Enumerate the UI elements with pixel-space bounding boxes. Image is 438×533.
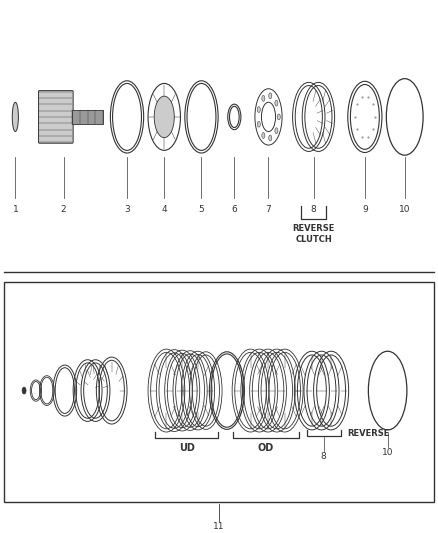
Ellipse shape: [277, 114, 280, 120]
Bar: [72, 110, 103, 124]
Text: 11: 11: [213, 522, 225, 531]
Text: REVERSE: REVERSE: [347, 429, 389, 438]
Text: 10: 10: [399, 205, 410, 214]
Text: 8: 8: [311, 205, 317, 214]
Text: 2: 2: [61, 205, 66, 214]
Text: OD: OD: [258, 442, 274, 453]
Ellipse shape: [262, 95, 265, 101]
Ellipse shape: [257, 122, 260, 127]
Text: 5: 5: [198, 205, 205, 214]
Text: 8: 8: [321, 452, 327, 461]
Text: REVERSE: REVERSE: [293, 224, 335, 233]
Text: 7: 7: [265, 205, 272, 214]
Text: 1: 1: [12, 205, 18, 214]
Text: 6: 6: [231, 205, 237, 214]
Ellipse shape: [12, 102, 18, 132]
Ellipse shape: [257, 107, 260, 112]
Text: 4: 4: [162, 205, 167, 214]
Bar: [4, 281, 434, 502]
Ellipse shape: [22, 387, 26, 394]
Ellipse shape: [275, 128, 278, 134]
Text: CLUTCH: CLUTCH: [295, 236, 332, 245]
Text: UD: UD: [179, 442, 195, 453]
FancyBboxPatch shape: [39, 91, 73, 143]
Text: 3: 3: [124, 205, 130, 214]
Ellipse shape: [275, 100, 278, 106]
Ellipse shape: [269, 93, 272, 99]
Ellipse shape: [269, 135, 272, 141]
Text: 9: 9: [362, 205, 368, 214]
Ellipse shape: [262, 133, 265, 139]
Text: 10: 10: [382, 448, 393, 457]
Ellipse shape: [154, 96, 174, 138]
